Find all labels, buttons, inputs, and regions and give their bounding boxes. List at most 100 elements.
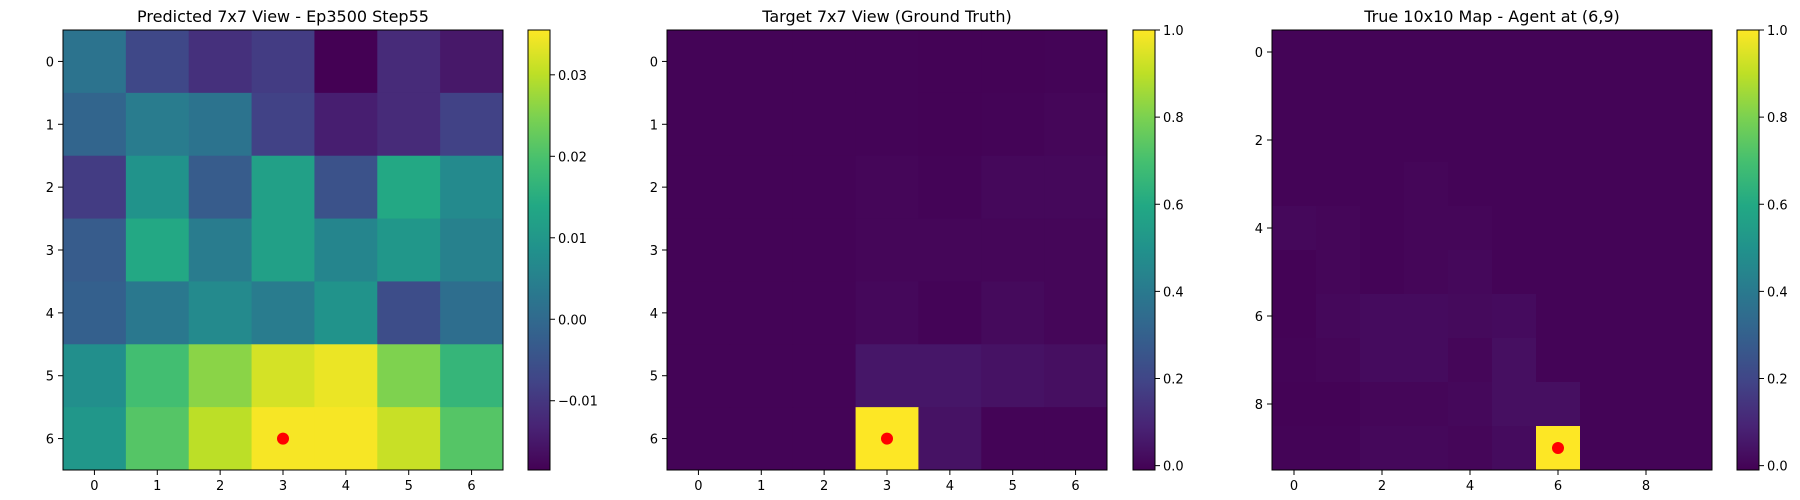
colorbar-tick-label: 1.0 [1163,24,1184,39]
x-tick-label: 5 [1009,479,1017,494]
heatmap-cell-1-r5-c5 [377,344,441,408]
heatmap-cell-3-r7-c4 [1448,338,1493,383]
heatmap-panel-2: Target 7x7 View (Ground Truth) 0 1 2 3 4 5 6 0 1 2… [650,7,1184,494]
heatmap-cell-1-r3-c6 [440,218,504,282]
heatmap-cell-3-r5-c9 [1668,250,1713,295]
heatmap-cell-2-r4-c0 [667,281,731,345]
heatmap-cell-1-r0-c3 [251,30,315,94]
y-tick-label: 1 [650,118,658,133]
heatmap-cell-1-r0-c2 [188,30,253,94]
heatmap-cell-1-r2-c1 [125,155,190,220]
heatmap-cell-3-r8-c9 [1668,382,1713,427]
heatmap-cell-3-r2-c5 [1492,118,1537,163]
heatmap-cell-1-r4-c3 [251,281,315,345]
heatmap-cell-3-r4-c4 [1448,206,1493,251]
heatmap-cell-3-r9-c4 [1448,426,1493,471]
heatmap-cell-2-r4-c6 [1044,281,1108,345]
heatmap-cell-3-r7-c0 [1272,338,1317,383]
x-tick-label: 6 [467,479,475,494]
heatmap-cell-1-r6-c4 [314,407,378,471]
heatmap-cell-3-r1-c8 [1624,74,1669,119]
heatmap-cell-2-r5-c3 [855,344,919,408]
x-tick-label: 2 [820,479,828,494]
heatmap-cell-2-r3-c4 [918,218,982,282]
heatmap-cell-1-r5-c6 [440,344,504,408]
x-tick-label: 4 [946,479,954,494]
x-tick-label: 3 [279,479,287,494]
heatmap-cell-3-r4-c1 [1316,206,1361,251]
heatmap-cell-3-r4-c6 [1536,206,1581,251]
heatmap-cell-3-r0-c3 [1404,30,1449,75]
heatmap-cell-1-r0-c1 [125,30,190,94]
heatmap-cell-1-r6-c1 [125,407,190,471]
heatmap-cell-2-r6-c6 [1044,407,1108,471]
heatmap-cell-1-r4-c5 [377,281,441,345]
heatmap-panel-1: Predicted 7x7 View - Ep3500 Step55 0 1 2 3 4 5… [46,7,598,494]
heatmap-cell-3-r3-c1 [1316,162,1361,207]
colorbar-tick-label: 0.03 [558,69,587,84]
heatmap-cell-3-r3-c6 [1536,162,1581,207]
heatmap-cell-2-r0-c5 [981,30,1045,94]
heatmap-cell-3-r2-c8 [1624,118,1669,163]
colorbar-3 [1736,29,1760,471]
colorbar-tick-label: 0.00 [558,313,587,328]
heatmap-cell-3-r6-c4 [1448,294,1493,339]
y-tick-label: 4 [46,307,54,322]
heatmap-cell-2-r6-c0 [667,407,731,471]
heatmap-title-1: Predicted 7x7 View - Ep3500 Step55 [137,7,429,26]
heatmap-cell-1-r3-c5 [377,218,441,282]
y-tick-label: 8 [1255,398,1263,413]
heatmap-cell-3-r9-c9 [1668,426,1713,471]
heatmap-cell-3-r7-c5 [1492,338,1537,383]
heatmap-cell-3-r1-c0 [1272,74,1317,119]
heatmap-cell-3-r7-c6 [1536,338,1581,383]
heatmap-cell-3-r6-c7 [1580,294,1625,339]
heatmap-cell-3-r2-c7 [1580,118,1625,163]
heatmap-cell-2-r1-c0 [667,92,731,157]
heatmap-cell-1-r0-c6 [440,30,504,94]
colorbar-1 [527,29,551,471]
heatmap-cell-1-r2-c0 [63,155,127,220]
colorbar-tick-label: 0.02 [558,150,587,165]
y-tick-label: 4 [650,307,658,322]
heatmap-cell-1-r3-c4 [314,218,378,282]
heatmap-cell-2-r2-c3 [855,155,919,220]
colorbar-tick-label: 0.2 [1767,373,1788,388]
y-tick-label: 6 [1255,310,1263,325]
heatmap-cell-3-r5-c3 [1404,250,1449,295]
colorbar-tick-label: 0.6 [1767,198,1788,213]
heatmap-cell-3-r6-c8 [1624,294,1669,339]
heatmap-cell-3-r7-c1 [1316,338,1361,383]
heatmap-cell-3-r4-c8 [1624,206,1669,251]
heatmap-cell-2-r6-c2 [792,407,857,471]
heatmap-cell-3-r9-c7 [1580,426,1625,471]
heatmap-cell-3-r2-c2 [1360,118,1405,163]
colorbar-tick-label: 0.6 [1163,198,1184,213]
agent-marker-1 [277,432,289,445]
heatmap-cell-1-r4-c2 [188,281,253,345]
x-tick-label: 2 [1378,479,1386,494]
heatmap-cell-2-r0-c3 [855,30,919,94]
y-tick-label: 6 [46,433,54,448]
heatmap-cell-3-r2-c1 [1316,118,1361,163]
heatmap-cell-2-r4-c2 [792,281,857,345]
heatmap-cell-1-r4-c0 [63,281,127,345]
heatmap-cell-3-r6-c2 [1360,294,1405,339]
heatmap-cell-3-r7-c2 [1360,338,1405,383]
heatmap-cell-3-r4-c9 [1668,206,1713,251]
heatmap-cell-3-r9-c3 [1404,426,1449,471]
heatmap-cell-2-r0-c0 [667,30,731,94]
heatmap-cell-2-r6-c1 [729,407,794,471]
heatmap-cell-3-r0-c1 [1316,30,1361,75]
x-tick-label: 2 [216,479,224,494]
y-tick-label: 1 [46,118,54,133]
colorbar-tick-label: 0.8 [1767,111,1788,126]
heatmap-cell-1-r3-c1 [125,218,190,282]
heatmap-cell-3-r5-c1 [1316,250,1361,295]
heatmap-cell-3-r0-c8 [1624,30,1669,75]
colorbar-tick-label: 0.0 [1163,460,1184,475]
heatmap-cell-3-r4-c0 [1272,206,1317,251]
heatmap-cell-2-r2-c6 [1044,155,1108,220]
heatmap-cell-3-r0-c2 [1360,30,1405,75]
heatmap-cell-3-r9-c8 [1624,426,1669,471]
